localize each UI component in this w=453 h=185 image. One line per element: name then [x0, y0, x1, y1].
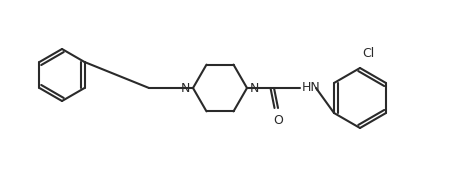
Text: N: N — [250, 82, 260, 95]
Text: HN: HN — [302, 80, 321, 93]
Text: Cl: Cl — [362, 47, 374, 60]
Text: O: O — [273, 114, 283, 127]
Text: N: N — [181, 82, 190, 95]
